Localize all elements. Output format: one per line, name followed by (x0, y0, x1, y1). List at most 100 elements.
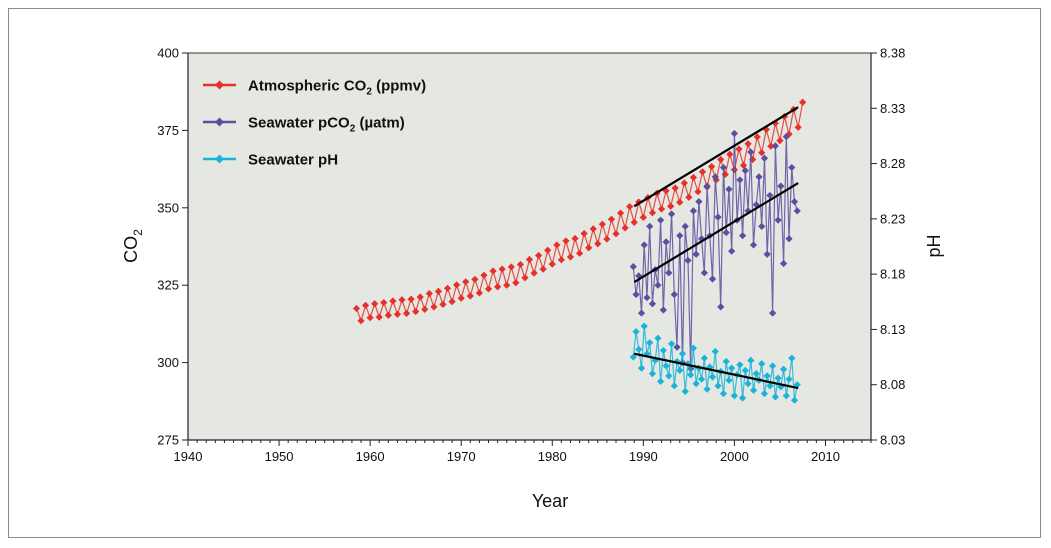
data-point (711, 173, 719, 181)
data-point (708, 275, 717, 283)
legend-marker (215, 117, 224, 127)
series-layer (352, 98, 807, 404)
data-point (607, 215, 616, 223)
trendline (633, 182, 799, 284)
y-right-tick-label: 8.33 (880, 101, 905, 116)
y-axis-left-title-sub: 2 (131, 229, 145, 236)
data-point (416, 293, 424, 301)
legend-marker (215, 154, 224, 164)
data-point (662, 238, 670, 246)
x-tick-label: 1960 (356, 449, 385, 464)
data-point (632, 290, 640, 299)
data-point (539, 265, 547, 273)
data-point (616, 209, 625, 217)
data-point (752, 370, 760, 378)
y-right-tick-label: 8.03 (880, 433, 905, 448)
data-point (654, 334, 662, 342)
data-point (643, 350, 651, 358)
data-point (425, 289, 433, 298)
y-left-tick-label: 275 (157, 433, 179, 448)
x-tick-label: 1940 (174, 449, 203, 464)
data-point (703, 385, 711, 393)
data-point (639, 213, 647, 221)
data-point (741, 167, 749, 175)
data-point (676, 198, 684, 206)
data-point (585, 244, 593, 252)
data-point (774, 374, 782, 382)
legend-label-main: Seawater pH (248, 152, 338, 169)
data-point (657, 216, 665, 224)
legend-label-tail: (µatm) (355, 115, 404, 132)
data-point (758, 149, 766, 157)
data-point (708, 163, 716, 171)
data-point (676, 366, 684, 374)
data-point (676, 232, 684, 240)
data-point (736, 176, 744, 184)
data-point (730, 129, 738, 138)
data-point (689, 344, 698, 352)
data-point (714, 382, 722, 390)
data-point (771, 393, 779, 401)
y-left-tick-label: 325 (157, 278, 179, 293)
data-point (407, 295, 415, 303)
data-point (575, 249, 584, 257)
data-point (793, 381, 801, 389)
data-point (767, 142, 775, 150)
data-point (794, 123, 802, 131)
data-point (594, 240, 602, 248)
y-left-tick-label: 300 (157, 355, 179, 370)
data-point (769, 362, 777, 370)
legend-label-main: Atmospheric CO (248, 78, 367, 95)
axes-layer: 1940 1950 1960 1970 1980 1990 2000 2010 275 300 32… (157, 46, 905, 465)
data-point (692, 380, 700, 388)
data-point (706, 363, 714, 371)
legend-label: Atmospheric CO2 (ppmv) (248, 78, 426, 98)
data-point (760, 389, 769, 398)
data-point (512, 279, 520, 287)
data-point (503, 281, 511, 289)
data-point (755, 173, 763, 181)
data-point (453, 281, 461, 289)
x-tick-label: 2000 (720, 449, 749, 464)
data-point (498, 265, 506, 273)
data-point (361, 301, 370, 309)
x-tick-label: 1980 (538, 449, 567, 464)
data-point (692, 250, 700, 258)
data-point (752, 201, 760, 209)
data-point (738, 232, 747, 240)
data-point (535, 251, 543, 260)
data-point (744, 140, 752, 148)
data-point (640, 241, 648, 249)
data-point (430, 303, 438, 311)
data-point (457, 294, 465, 302)
data-point (626, 202, 634, 211)
y-left-tick-label: 350 (157, 200, 179, 215)
data-point (635, 345, 643, 353)
data-point (621, 224, 629, 232)
data-point (681, 387, 689, 395)
data-point (776, 137, 784, 145)
series-seawater-pco2-atm (629, 129, 801, 373)
data-point (439, 300, 447, 308)
data-point (516, 260, 524, 269)
data-point (684, 360, 692, 368)
data-point (722, 228, 730, 237)
data-point (760, 154, 769, 162)
data-point (389, 297, 397, 305)
data-point (782, 392, 790, 400)
data-point (678, 350, 687, 358)
data-point (700, 269, 708, 277)
x-tick-label: 1970 (447, 449, 476, 464)
data-point (741, 366, 749, 374)
data-point (747, 356, 755, 364)
data-point (489, 267, 497, 275)
data-point (384, 311, 392, 319)
data-point (749, 155, 757, 164)
data-point (673, 357, 681, 366)
y-left-tick-label: 375 (157, 123, 179, 138)
data-point (665, 372, 673, 380)
data-point (480, 271, 488, 279)
data-point (657, 205, 666, 213)
data-point (566, 253, 575, 261)
